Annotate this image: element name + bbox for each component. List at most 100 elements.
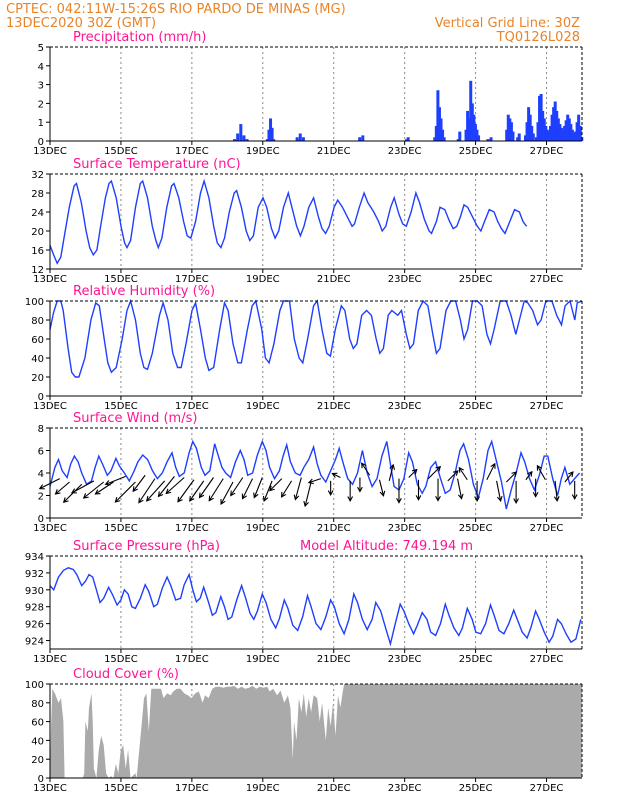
wind-arrow <box>138 478 156 503</box>
wind-arrow-head <box>220 498 226 506</box>
precip-bar <box>561 129 565 141</box>
panel-6: 0 20 40 60 80 100 13DEC 15DEC 17DEC 19DEC 21DEC 23D… <box>25 667 583 794</box>
wind-arrow <box>158 476 175 497</box>
x-tick-label: 27DEC <box>530 146 564 157</box>
x-tick-label: 15DEC <box>104 274 138 285</box>
wind-arrow <box>189 480 205 502</box>
precip-bar <box>434 125 438 141</box>
precip-bar <box>536 122 540 141</box>
wind-arrow-head <box>361 462 367 469</box>
header-grid-line: Vertical Grid Line: 30Z <box>435 16 580 31</box>
precip-bar <box>506 114 510 141</box>
precip-bar <box>456 139 460 141</box>
y-tick-label: 930 <box>25 586 44 597</box>
y-tick-label: 6 <box>38 447 44 458</box>
precip-bar <box>534 137 538 141</box>
x-tick-label: 25DEC <box>459 401 493 412</box>
y-tick-label: 20 <box>31 755 44 766</box>
x-tick-label: 23DEC <box>388 523 422 534</box>
wind-arrow-head <box>490 462 496 469</box>
precip-bar <box>567 118 571 141</box>
wind-arrow-head <box>327 490 334 497</box>
wind-arrow <box>458 467 468 481</box>
precip-bar <box>433 137 437 141</box>
wind-arrow-head <box>457 493 464 500</box>
wind-arrow <box>220 481 234 505</box>
wind-arrow <box>177 479 195 503</box>
precip-bar <box>578 125 582 141</box>
wind-arrow <box>447 470 459 482</box>
x-tick-label: 23DEC <box>388 274 422 285</box>
panel-title: Precipitation (mm/h) <box>73 30 206 45</box>
y-tick-label: 24 <box>31 208 44 219</box>
wind-arrow <box>199 477 214 498</box>
y-tick-label: 0 <box>38 137 44 148</box>
wind-arrow-head <box>458 466 464 473</box>
wind-arrow <box>378 479 384 496</box>
wind-arrow <box>269 478 283 492</box>
precip-bar <box>563 125 567 141</box>
wind-arrow-head <box>527 470 533 477</box>
panel-title: Relative Humidity (%) <box>73 284 215 299</box>
precip-bar <box>544 125 548 141</box>
series-line-5 <box>49 567 582 647</box>
wind-arrow-head <box>571 494 578 501</box>
series-line-4 <box>49 439 581 510</box>
wind-arrow <box>105 475 126 485</box>
precip-bar <box>265 139 269 141</box>
precip-bar <box>550 114 554 141</box>
header-station: CPTEC: 042:11W-15:26S RIO PARDO DE MINAS… <box>6 2 346 17</box>
y-tick-label: 926 <box>25 620 44 631</box>
x-tick-label: 25DEC <box>459 146 493 157</box>
wind-arrow-head <box>62 497 69 504</box>
wind-arrow <box>253 477 263 498</box>
x-tick-label: 21DEC <box>317 783 351 794</box>
wind-arrow-head <box>389 463 396 470</box>
precip-bar <box>298 133 302 141</box>
x-tick-label: 17DEC <box>175 401 209 412</box>
x-tick-label: 17DEC <box>175 146 209 157</box>
precip-bar <box>358 137 362 141</box>
wind-arrow-head <box>513 498 519 505</box>
x-tick-label: 15DEC <box>104 783 138 794</box>
wind-arrow-head <box>104 480 111 486</box>
x-tick-label: 21DEC <box>317 401 351 412</box>
precip-bar <box>469 80 473 141</box>
x-tick-label: 17DEC <box>175 783 209 794</box>
x-tick-label: 25DEC <box>459 654 493 665</box>
x-tick-label: 25DEC <box>459 274 493 285</box>
wind-arrow-head <box>331 472 338 478</box>
precip-bar <box>472 114 476 141</box>
panel-title: Cloud Cover (%) <box>73 667 179 682</box>
precip-bar <box>508 118 512 141</box>
y-tick-label: 0 <box>38 514 44 525</box>
precip-bar <box>525 122 529 141</box>
wind-arrow <box>564 471 574 483</box>
panel-3: 0 20 40 60 80 100 13DEC 15DEC 17DEC 19DEC 21DEC 23D… <box>25 284 583 412</box>
wind-arrow <box>486 463 496 480</box>
wind-arrow <box>361 462 371 476</box>
precip-bar <box>464 129 468 141</box>
wind-arrow <box>55 481 70 495</box>
x-tick-label: 21DEC <box>317 654 351 665</box>
x-tick-label: 19DEC <box>246 654 280 665</box>
precip-bar <box>556 118 560 141</box>
y-tick-label: 32 <box>31 170 44 181</box>
wind-arrow-head <box>496 495 503 503</box>
x-tick-label: 13DEC <box>33 654 67 665</box>
x-tick-label: 15DEC <box>104 654 138 665</box>
panel-title: Surface Wind (m/s) <box>73 411 197 426</box>
header: CPTEC: 042:11W-15:26S RIO PARDO DE MINAS… <box>6 2 580 45</box>
wind-arrow-head <box>536 464 542 471</box>
wind-arrow-head <box>293 494 300 501</box>
wind-arrow <box>132 474 146 492</box>
wind-arrow <box>242 478 254 499</box>
y-tick-label: 2 <box>38 492 44 503</box>
y-tick-label: 0 <box>38 392 44 403</box>
wind-arrow <box>427 466 441 480</box>
precip-bar <box>559 127 563 141</box>
precip-bar <box>439 118 443 141</box>
wind-arrow-head <box>347 496 354 503</box>
y-tick-label: 1 <box>38 118 44 129</box>
